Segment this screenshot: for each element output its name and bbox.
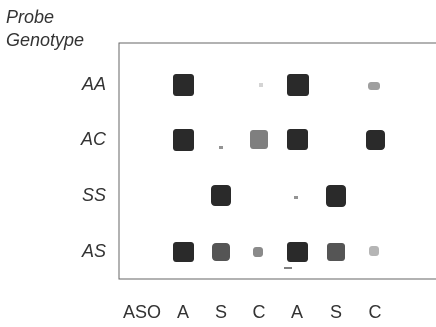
dot: [366, 130, 385, 150]
row-label: SS: [82, 185, 106, 205]
dot: [294, 196, 298, 199]
dot: [326, 185, 346, 207]
dot: [173, 129, 194, 151]
dot: [259, 83, 263, 87]
dot: [211, 185, 231, 206]
row-label: AA: [81, 74, 106, 94]
dot: [287, 129, 308, 150]
column-label: A: [291, 302, 303, 322]
dot: [287, 74, 309, 96]
dot: [250, 130, 268, 149]
column-label: C: [253, 302, 266, 322]
dot: [173, 242, 194, 262]
row-label: AC: [80, 129, 107, 149]
dot: [212, 243, 230, 261]
figure: Probe Genotype AA AC SS AS ASO A S C A S…: [0, 0, 436, 327]
dot: [253, 247, 263, 257]
column-axis-label: ASO: [123, 302, 161, 322]
dot: [219, 146, 223, 149]
header-line2: Genotype: [6, 30, 84, 50]
dot: [327, 243, 345, 261]
row-label: AS: [81, 241, 106, 261]
dot: [173, 74, 194, 96]
column-label: S: [215, 302, 227, 322]
dot: [369, 246, 379, 256]
dot: [284, 267, 292, 269]
header-line1: Probe: [6, 7, 54, 27]
column-label: S: [330, 302, 342, 322]
dot: [368, 82, 380, 90]
column-label: A: [177, 302, 189, 322]
column-label: C: [369, 302, 382, 322]
dot: [287, 242, 308, 262]
